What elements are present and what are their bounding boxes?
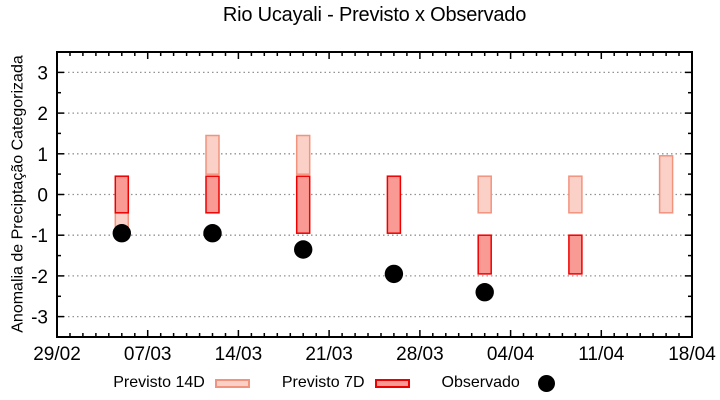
x-tick-label: 04/04: [487, 344, 535, 365]
y-tick-label: 0: [37, 186, 48, 207]
observado-point: [112, 224, 131, 243]
x-tick-label: 07/03: [124, 344, 172, 365]
x-tick-label: 11/04: [578, 344, 625, 365]
observado-point: [203, 224, 222, 243]
bar-previsto-14d: [658, 155, 674, 214]
bar-previsto-7d: [295, 175, 311, 234]
observado-dot-icon: [537, 374, 555, 392]
x-tick-label: 14/03: [215, 344, 263, 365]
chart-title: Rio Ucayali - Previsto x Observado: [222, 4, 527, 26]
previsto-7d-swatch-icon: [374, 378, 410, 388]
legend-label-observado: Observado: [441, 374, 520, 391]
y-tick-label: 1: [37, 145, 48, 166]
bar-previsto-14d: [295, 134, 311, 175]
observado-point: [384, 264, 404, 284]
y-tick-label: 3: [37, 63, 48, 84]
bar-previsto-7d: [114, 175, 130, 214]
x-tick-label: 21/03: [305, 344, 353, 365]
bar-previsto-7d: [386, 175, 402, 234]
y-tick-label: -2: [31, 267, 48, 288]
y-tick-label: 2: [37, 104, 48, 125]
legend-item-observado: Observado: [442, 374, 555, 392]
legend-item-previsto-14d: Previsto 14D: [113, 374, 250, 392]
x-tick-label: 28/03: [396, 344, 444, 365]
bar-previsto-7d: [568, 234, 583, 275]
bar-previsto-7d: [205, 175, 220, 214]
previsto-14d-swatch-icon: [214, 378, 250, 388]
observado-point: [475, 283, 494, 302]
legend-label-previsto-14d: Previsto 14D: [113, 374, 205, 391]
x-tick-label: 29/02: [33, 344, 81, 365]
bar-previsto-14d: [205, 134, 220, 175]
y-tick-label: -3: [31, 308, 48, 329]
bar-previsto-14d: [568, 175, 583, 214]
legend-item-previsto-7d: Previsto 7D: [282, 374, 410, 392]
legend-label-previsto-7d: Previsto 7D: [281, 374, 365, 391]
legend: Previsto 14D Previsto 7D Observado: [0, 374, 720, 392]
y-tick-label: -1: [31, 226, 48, 247]
observado-point: [294, 240, 313, 259]
x-tick-label: 18/04: [668, 344, 716, 365]
bar-previsto-14d: [477, 175, 492, 214]
bar-previsto-7d: [477, 234, 492, 275]
